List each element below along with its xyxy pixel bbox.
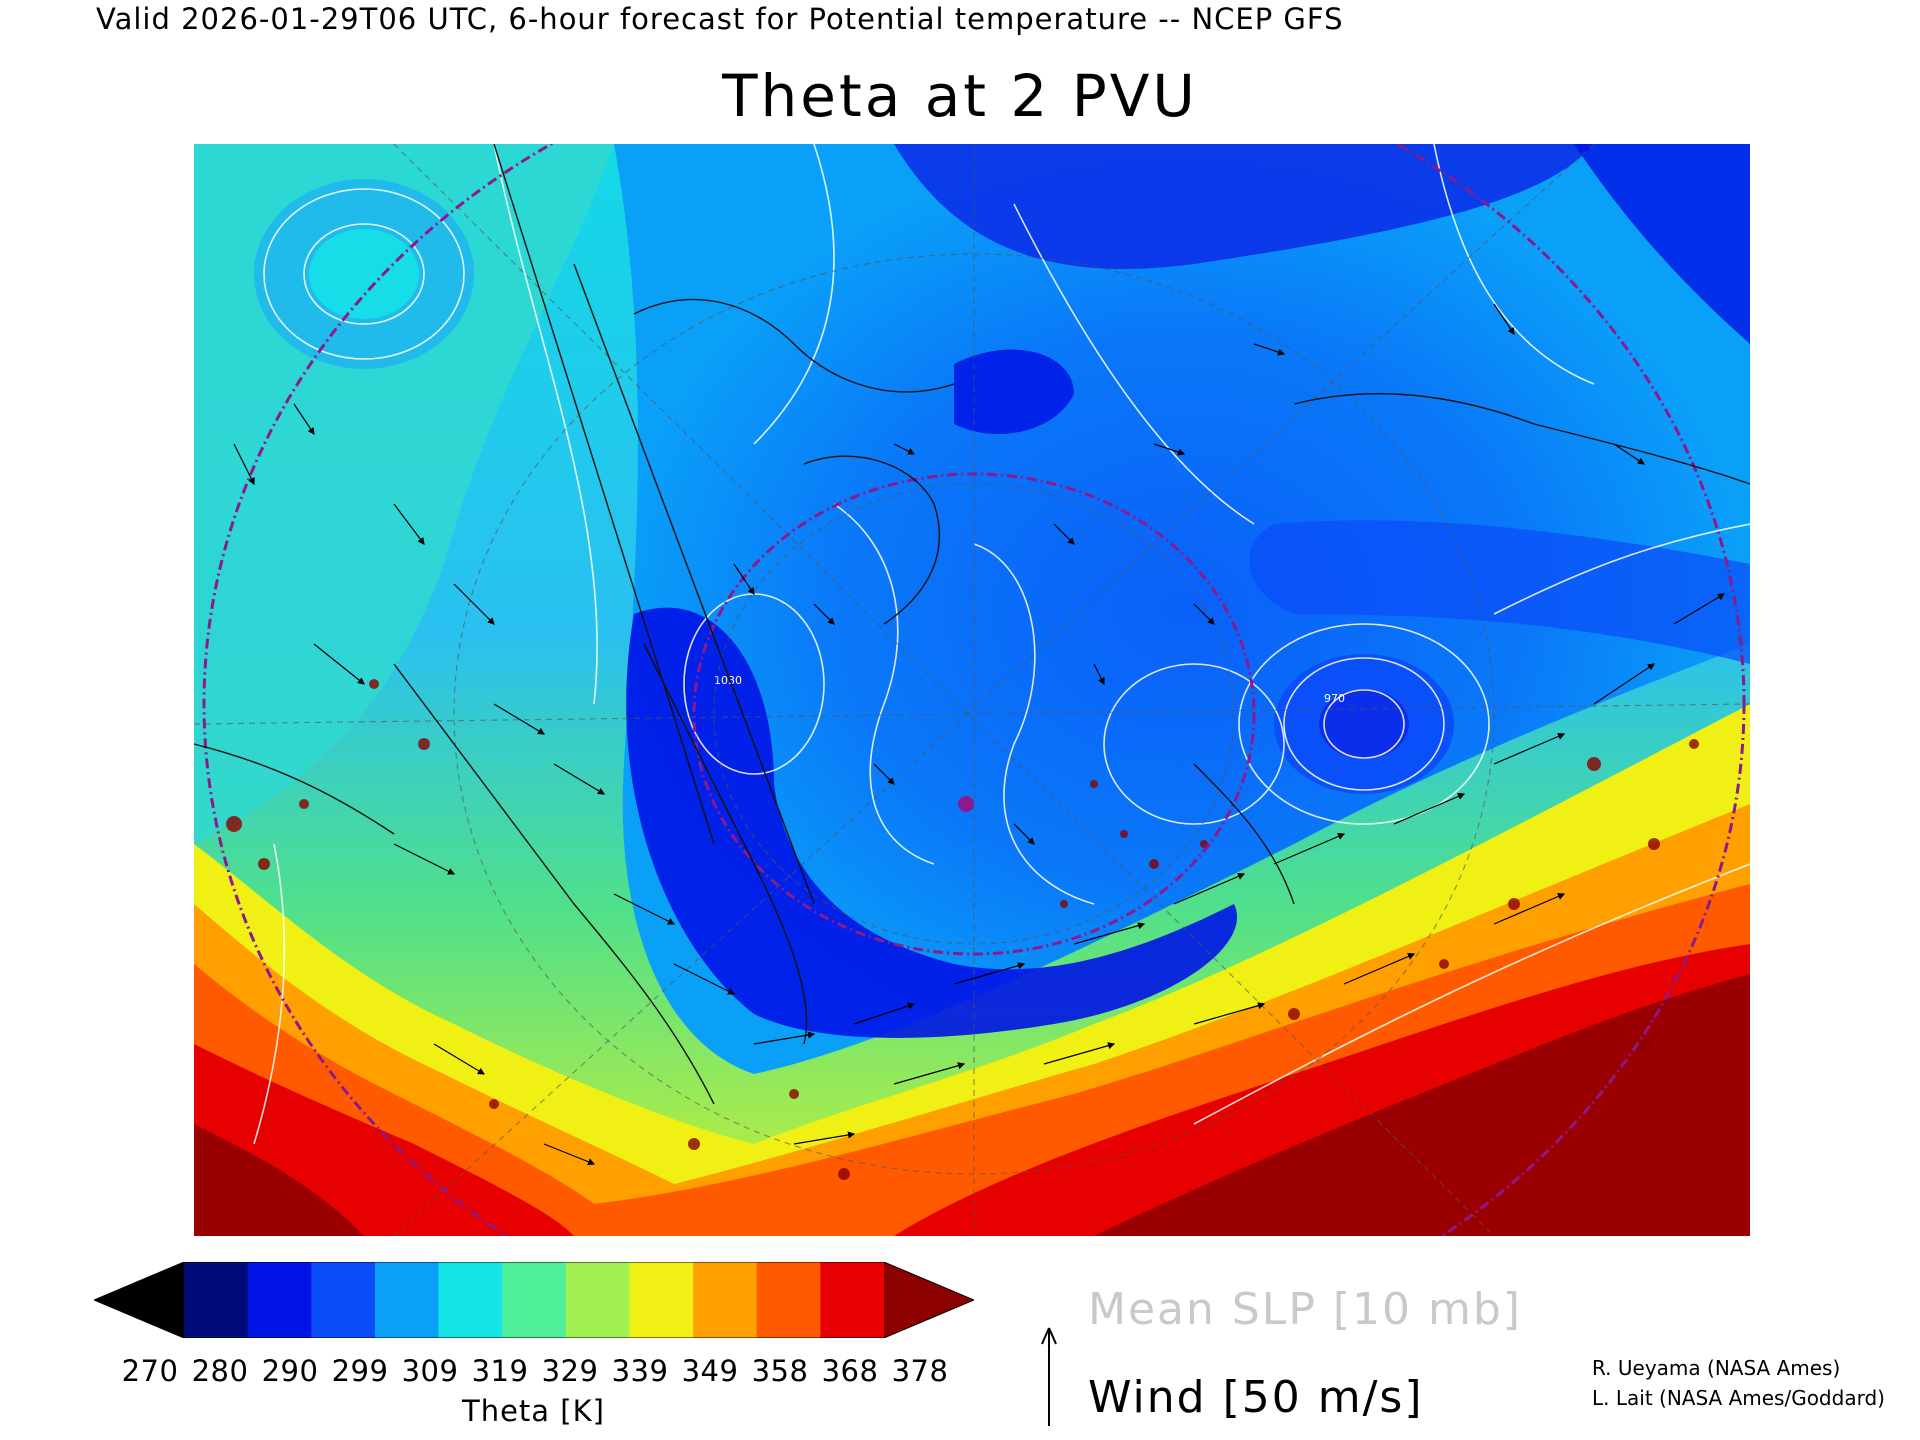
wind-vectors (233, 303, 1726, 1166)
colorbar-tick-378: 378 (891, 1354, 949, 1388)
graticule (194, 144, 1750, 1236)
colorbar-swatch-4 (374, 1262, 440, 1338)
map-field: 1030 970 (194, 144, 1750, 1236)
colorbar-swatch-0 (94, 1262, 184, 1338)
theta-map: 1030 970 (194, 144, 1750, 1236)
colorbar-tick-270: 270 (121, 1354, 179, 1388)
colorbar-tick-358: 358 (751, 1354, 809, 1388)
colorbar-swatch-10 (756, 1262, 821, 1338)
wind-scale-arrow (1041, 1327, 1057, 1426)
slp-contours (253, 144, 1750, 1145)
colorbar-swatch-1 (184, 1262, 249, 1338)
colorbar-tick-319: 319 (471, 1354, 529, 1388)
colorbar-tick-290: 290 (261, 1354, 319, 1388)
colorbar-tick-349: 349 (681, 1354, 739, 1388)
map-title: Theta at 2 PVU (722, 62, 1198, 130)
colorbar-swatch-6 (502, 1262, 567, 1338)
colorbar-tick-339: 339 (611, 1354, 669, 1388)
theta-colorbar (94, 1262, 974, 1338)
slp-legend-label: Mean SLP [10 mb] (1088, 1284, 1522, 1335)
colorbar-tick-329: 329 (541, 1354, 599, 1388)
slp-label-970: 970 (1324, 692, 1345, 705)
colorbar-swatch-8 (629, 1262, 694, 1338)
credit-line-2: L. Lait (NASA Ames/Goddard) (1592, 1386, 1885, 1410)
station-marker (958, 796, 974, 812)
colorbar-swatch-2 (247, 1262, 312, 1338)
credit-line-1: R. Ueyama (NASA Ames) (1592, 1356, 1841, 1380)
colorbar-tick-309: 309 (401, 1354, 459, 1388)
coastlines (194, 144, 1750, 1105)
colorbar-swatch-7 (565, 1262, 630, 1338)
colorbar-label: Theta [K] (462, 1394, 605, 1428)
colorbar-swatch-12 (884, 1262, 974, 1338)
valid-time-line: Valid 2026-01-29T06 UTC, 6-hour forecast… (96, 2, 1344, 36)
tropopause-circles (202, 144, 1746, 1236)
wind-legend-label: Wind [50 m/s] (1088, 1372, 1424, 1423)
colorbar-swatch-5 (438, 1262, 503, 1338)
colorbar-tick-368: 368 (821, 1354, 879, 1388)
colorbar-swatch-9 (693, 1262, 758, 1338)
colorbar-ticks: 270 280 290 299 309 319 329 339 349 358 368 378 (122, 1354, 948, 1390)
colorbar-swatch-3 (311, 1262, 376, 1338)
colorbar-tick-280: 280 (191, 1354, 249, 1388)
colorbar-tick-299: 299 (331, 1354, 389, 1388)
colorbar-swatch-11 (820, 1262, 885, 1338)
slp-label-1030: 1030 (714, 674, 742, 687)
